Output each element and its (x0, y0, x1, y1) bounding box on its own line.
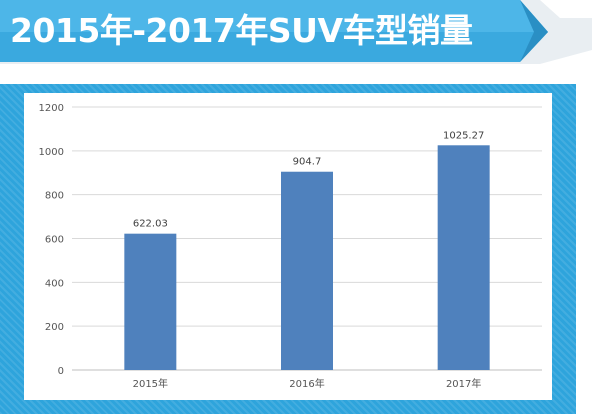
x-tick-label: 2015年 (133, 377, 168, 390)
bar (437, 145, 490, 370)
chart-area: 0 200 400 600 800 1000 1200 622.03 2015年 904.7 201… (24, 93, 552, 400)
data-label: 622.03 (133, 219, 168, 230)
title-banner: 2015年-2017年SUV车型销量 (0, 0, 592, 64)
data-label: 1025.27 (443, 130, 484, 141)
bar (281, 171, 333, 370)
banner-background (0, 0, 592, 64)
y-tick-label: 400 (45, 278, 64, 289)
y-tick-label: 200 (45, 322, 64, 333)
x-tick-label: 2017年 (446, 377, 481, 390)
bar (124, 233, 177, 370)
y-tick-label: 1000 (39, 147, 64, 158)
x-tick-label: 2016年 (289, 377, 324, 390)
y-tick-label: 1200 (39, 103, 64, 114)
y-tick-label: 0 (58, 366, 64, 377)
page-title: 2015年-2017年SUV车型销量 (10, 11, 473, 50)
y-tick-label: 600 (45, 235, 64, 246)
y-tick-label: 800 (45, 191, 64, 202)
bar-chart: 0 200 400 600 800 1000 1200 622.03 2015年 904.7 201… (39, 103, 542, 390)
data-label: 904.7 (293, 157, 322, 168)
